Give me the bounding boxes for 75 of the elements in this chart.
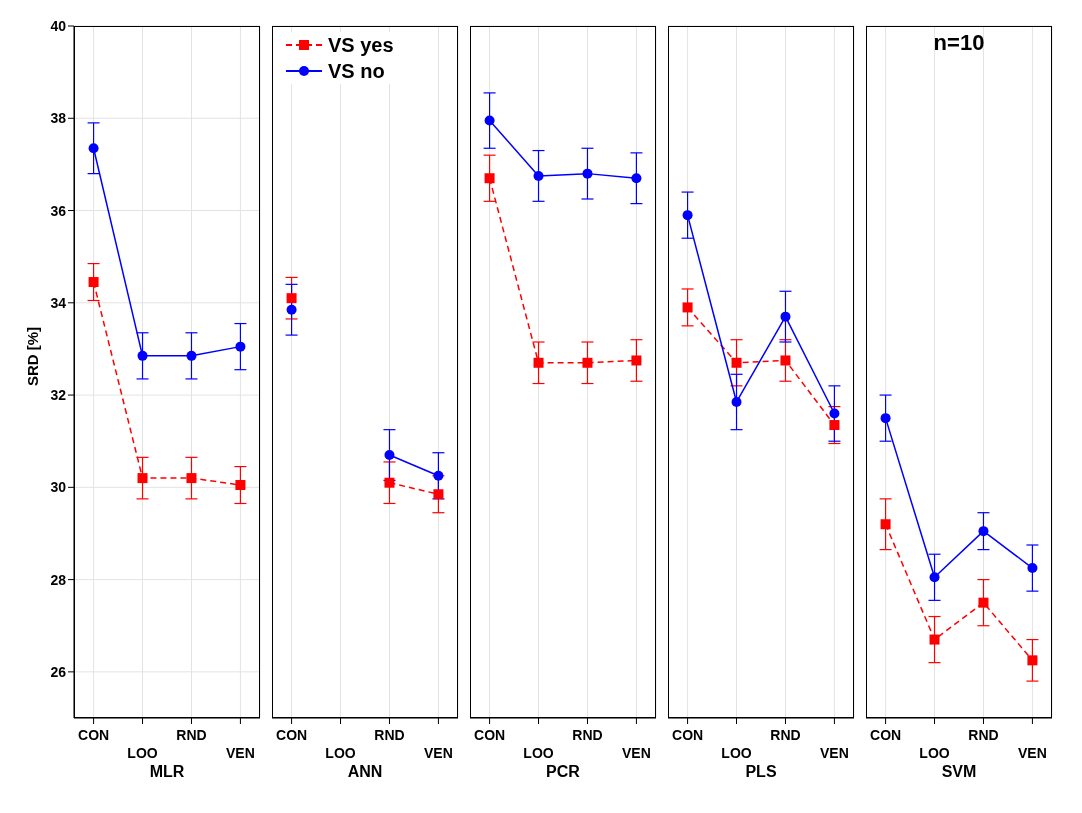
x-tick-label: RND [770,727,801,743]
point [682,210,693,221]
point [286,293,297,304]
point [186,473,197,484]
point [433,489,444,500]
point [829,420,840,431]
point [978,526,989,537]
point [235,480,246,491]
x-tick-label: CON [78,727,110,743]
point [137,473,148,484]
point [88,143,99,154]
x-tick-label: RND [968,727,999,743]
x-tick-label: VEN [820,745,849,761]
x-tick-label: VEN [424,745,453,761]
point [631,173,642,184]
x-axis-title: PCR [545,763,581,781]
y-tick-label: 36 [50,202,67,219]
x-tick-label: CON [276,727,308,743]
point [384,477,395,488]
y-tick-label: 34 [50,294,67,311]
y-tick-label: 26 [50,663,67,680]
point [880,519,891,530]
x-tick-label: LOO [523,745,554,761]
x-tick-label: CON [474,727,506,743]
point [235,341,246,352]
y-tick-label: 30 [50,479,67,496]
y-tick-label: 32 [50,387,67,404]
point [88,277,99,288]
point [1027,655,1038,666]
point [137,350,148,361]
x-axis-title: MLR [148,763,186,781]
x-tick-label: LOO [127,745,158,761]
point [186,350,197,361]
x-tick-label: LOO [919,745,950,761]
point [978,597,989,608]
point [582,168,593,179]
point [731,396,742,407]
y-tick-label: 40 [50,17,67,34]
point [484,115,495,126]
point [484,173,495,184]
x-tick-label: LOO [721,745,752,761]
point [582,357,593,368]
x-axis-title: SVM [940,763,978,781]
x-tick-label: VEN [622,745,651,761]
point [731,357,742,368]
x-axis-title: ANN [346,763,384,781]
point [929,572,940,583]
point [829,408,840,419]
x-tick-label: VEN [1018,745,1047,761]
x-tick-label: VEN [226,745,255,761]
x-tick-label: RND [572,727,603,743]
point [533,357,544,368]
point [631,355,642,366]
x-tick-label: CON [672,727,704,743]
legend-label: VS no [328,59,385,84]
x-tick-label: RND [374,727,405,743]
chart-title: n=10 [932,30,986,56]
point [682,302,693,313]
point [780,311,791,322]
legend-label: VS yes [328,33,394,58]
point [1027,563,1038,574]
point [533,170,544,181]
point [384,450,395,461]
y-tick-label: 28 [50,571,67,588]
point [929,634,940,645]
point [780,355,791,366]
y-tick-label: 38 [50,110,67,127]
x-tick-label: RND [176,727,207,743]
y-axis-title: SRD [%] [23,325,41,389]
point [880,413,891,424]
x-axis-title: PLS [744,763,778,781]
point [286,304,297,315]
x-tick-label: LOO [325,745,356,761]
point [433,470,444,481]
x-tick-label: CON [870,727,902,743]
